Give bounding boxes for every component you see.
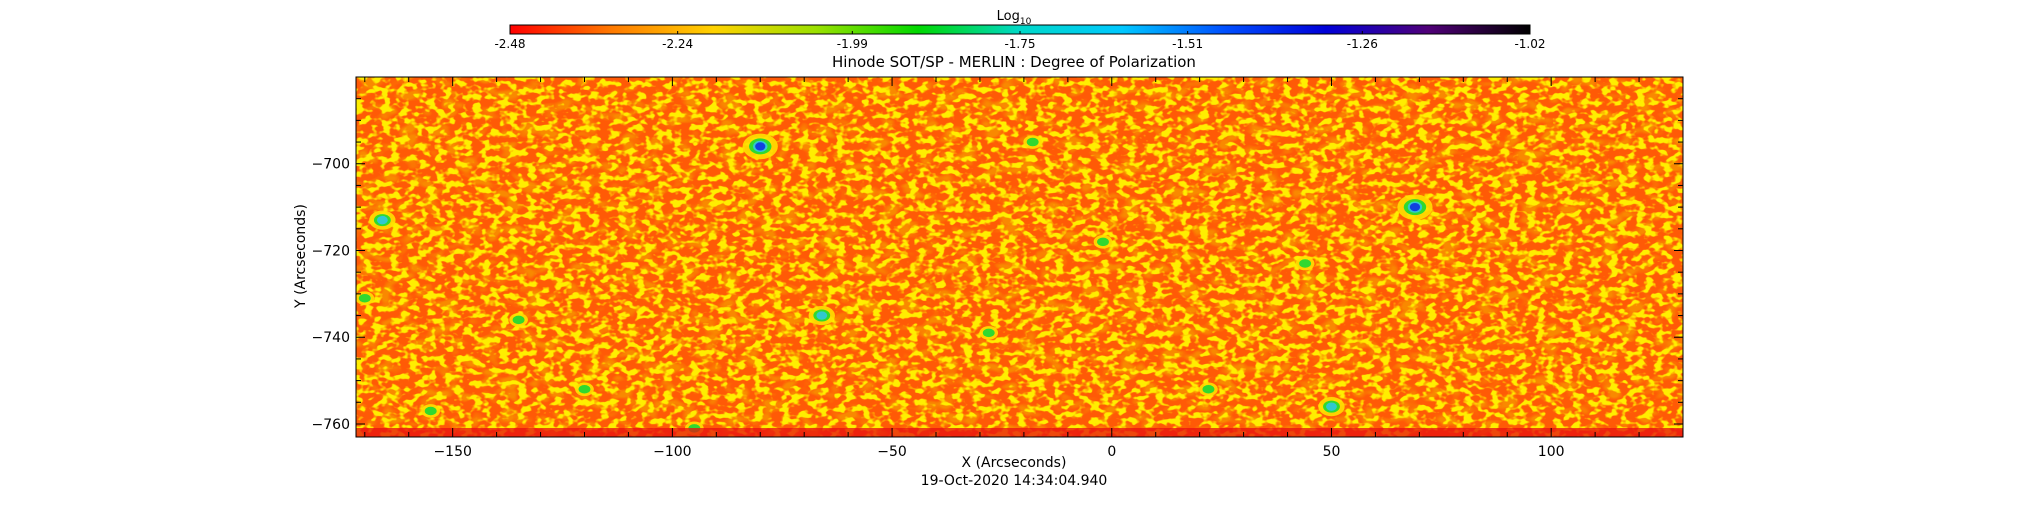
timestamp: 19-Oct-2020 14:34:04.940 <box>921 473 1108 489</box>
polarization-patch <box>808 305 835 326</box>
polarization-patch <box>1397 194 1433 220</box>
colorbar: Log10 -2.48 -2.24 -1.99 -1.75 -1.51 -1.26 -1.0… <box>494 9 1545 51</box>
x-axis-label: X (Arcseconds) <box>962 455 1067 471</box>
colorbar-tick-label: -1.02 <box>1514 37 1545 51</box>
heatmap-texture-bright <box>356 77 1683 437</box>
colorbar-tick-label: -2.24 <box>662 37 693 51</box>
polarization-patch <box>1295 256 1315 271</box>
colorbar-tick-label: -2.48 <box>494 37 525 51</box>
y-tick-label: −740 <box>312 330 350 346</box>
y-tick-label: −760 <box>312 417 350 433</box>
x-axis-ticks: −150 −100 −50 0 50 100 <box>364 77 1684 460</box>
x-tick-label: −150 <box>433 444 471 460</box>
polarization-patch <box>421 404 441 418</box>
x-tick-label: −100 <box>653 444 691 460</box>
axes: −150 −100 −50 0 50 100 −700 −720 −740 −760 X (Ar… <box>293 76 1684 471</box>
chart-title: Hinode SOT/SP - MERLIN : Degree of Polar… <box>832 53 1196 71</box>
x-tick-label: −50 <box>877 444 907 460</box>
heatmap-bottom-strip <box>356 428 1683 437</box>
x-tick-label: 100 <box>1538 444 1565 460</box>
polarization-patch <box>369 210 396 230</box>
polarization-patch <box>1318 397 1345 417</box>
polarization-patch <box>575 382 594 397</box>
x-tick-label: 50 <box>1323 444 1341 460</box>
colorbar-tick-label: -1.26 <box>1347 37 1378 51</box>
polarization-patch <box>742 133 778 160</box>
colorbar-tick-label: -1.99 <box>837 37 868 51</box>
heatmap <box>356 77 1683 437</box>
colorbar-ticks: -2.48 -2.24 -1.99 -1.75 -1.51 -1.26 -1.02 <box>494 31 1546 51</box>
colorbar-label: Log10 <box>997 9 1032 27</box>
colorbar-tick-label: -1.75 <box>1004 37 1035 51</box>
polarization-patch <box>1199 382 1218 397</box>
heatmap-features <box>356 133 1433 436</box>
y-axis-label: Y (Arcseconds) <box>293 204 309 309</box>
polarization-patch <box>1023 135 1043 149</box>
y-axis-ticks: −700 −720 −740 −760 <box>312 76 1683 433</box>
polarization-patch <box>509 313 528 327</box>
y-tick-label: −720 <box>312 243 350 259</box>
polarization-patch <box>979 326 999 340</box>
y-tick-label: −700 <box>312 157 350 173</box>
colorbar-tick-label: -1.51 <box>1172 37 1203 51</box>
polarization-patch <box>356 291 375 306</box>
x-tick-label: 0 <box>1107 444 1116 460</box>
plot-frame <box>355 76 1684 438</box>
polarization-patch <box>1093 235 1113 249</box>
